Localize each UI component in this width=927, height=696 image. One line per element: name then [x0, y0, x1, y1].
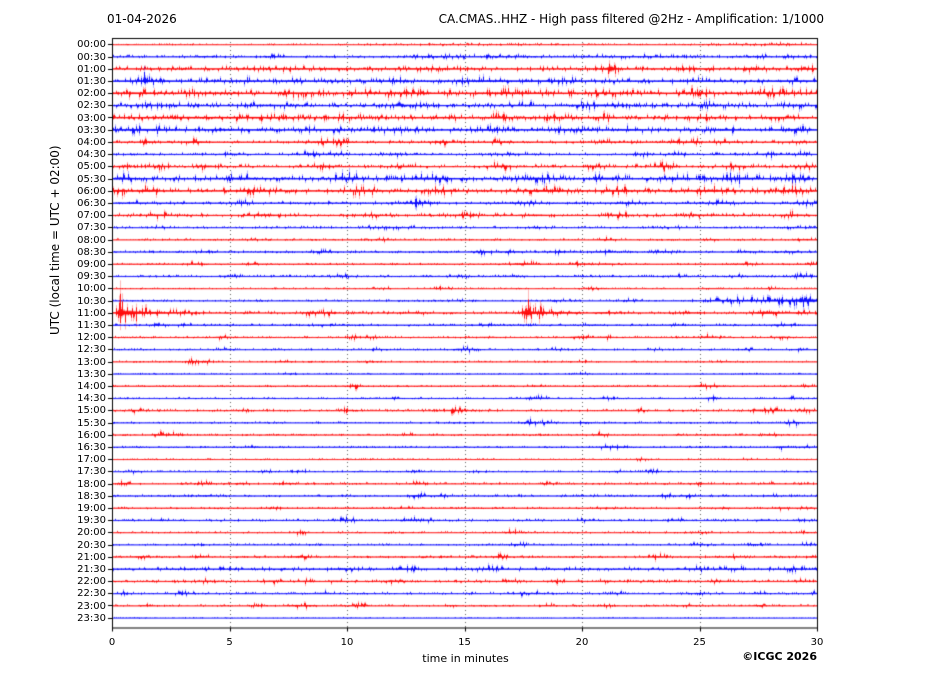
y-tick-label: 11:00	[77, 307, 106, 319]
y-tick-label: 12:30	[77, 344, 106, 356]
y-tick-label: 03:30	[77, 124, 106, 136]
y-tick-label: 20:30	[77, 539, 106, 551]
y-tick-label: 22:00	[77, 576, 106, 588]
y-tick-label: 01:00	[77, 63, 106, 75]
y-tick-label: 07:30	[77, 222, 106, 234]
y-tick-label: 08:00	[77, 234, 106, 246]
y-tick-label: 22:30	[77, 588, 106, 600]
y-tick-label: 06:00	[77, 185, 106, 197]
x-tick-label: 15	[458, 637, 471, 648]
y-tick-label: 14:00	[77, 380, 106, 392]
y-tick-label: 11:30	[77, 319, 106, 331]
y-tick-label: 13:00	[77, 356, 106, 368]
y-tick-label: 01:30	[77, 75, 106, 87]
y-tick-label: 12:00	[77, 332, 106, 344]
y-tick-label: 10:30	[77, 295, 106, 307]
y-tick-label: 08:30	[77, 246, 106, 258]
y-tick-label: 10:00	[77, 283, 106, 295]
y-tick-label: 09:30	[77, 271, 106, 283]
x-tick-label: 0	[108, 637, 116, 648]
y-tick-label: 15:30	[77, 417, 106, 429]
y-tick-label: 02:30	[77, 100, 106, 112]
y-tick-label: 21:00	[77, 551, 106, 563]
y-tick-label: 15:00	[77, 405, 106, 417]
y-tick-label: 00:30	[77, 51, 106, 63]
y-tick-label: 20:00	[77, 527, 106, 539]
x-axis-label-wrap: time in minutes	[0, 652, 927, 665]
y-tick-label: 07:00	[77, 210, 106, 222]
copyright-text: ©ICGC 2026	[742, 650, 817, 663]
y-tick-label: 16:30	[77, 441, 106, 453]
x-tick-label: 25	[693, 637, 706, 648]
y-tick-label: 04:30	[77, 149, 106, 161]
x-tick-label: 30	[810, 637, 824, 648]
y-tick-label: 05:30	[77, 173, 106, 185]
y-tick-label: 16:00	[77, 429, 106, 441]
y-tick-label: 05:00	[77, 161, 106, 173]
y-tick-label: 21:30	[77, 563, 106, 575]
y-tick-label: 23:00	[77, 600, 106, 612]
y-tick-label: 18:30	[77, 490, 106, 502]
date-title: 01-04-2026	[107, 12, 177, 26]
station-title: CA.CMAS..HHZ - High pass filtered @2Hz -…	[438, 12, 824, 26]
x-tick-label: 10	[340, 637, 354, 648]
y-tick-label: 00:00	[77, 39, 106, 51]
x-tick-label: 5	[226, 637, 233, 648]
y-tick-label: 18:00	[77, 478, 106, 490]
y-tick-label: 19:00	[77, 502, 106, 514]
y-tick-label: 06:30	[77, 197, 106, 209]
y-tick-label: 14:30	[77, 393, 106, 405]
y-tick-label: 17:30	[77, 466, 106, 478]
y-tick-label: 23:30	[77, 612, 106, 624]
y-tick-label: 02:00	[77, 88, 106, 100]
y-tick-label: 04:00	[77, 136, 106, 148]
x-axis-label: time in minutes	[422, 652, 509, 665]
y-tick-label: 13:30	[77, 368, 106, 380]
y-tick-label: 17:00	[77, 454, 106, 466]
y-tick-label: 19:30	[77, 515, 106, 527]
y-tick-label: 03:00	[77, 112, 106, 124]
y-tick-label: 09:00	[77, 258, 106, 270]
x-tick-label: 20	[575, 637, 589, 648]
